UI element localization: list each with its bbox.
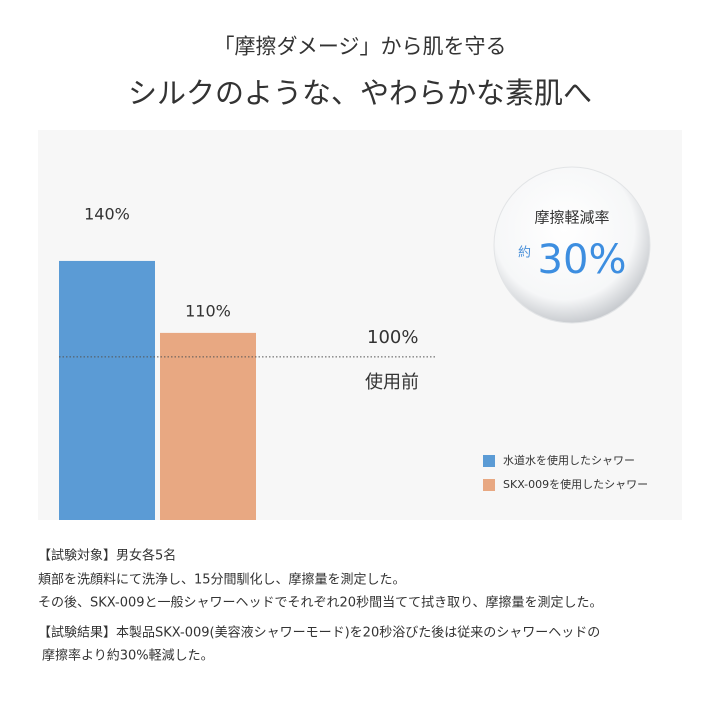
badge-prefix: 約 — [518, 246, 531, 261]
note-line: 【試験結果】本製品SKX-009(美容液シャワーモード)を20秒浴びた後は従来の… — [38, 625, 600, 641]
badge-title: 摩擦軽減率 — [534, 209, 609, 227]
legend-swatch — [483, 455, 495, 467]
reference-label: 100% — [367, 327, 418, 348]
legend-label: SKX-009を使用したシャワー — [503, 478, 648, 491]
note-line: その後、SKX-009と一般シャワーヘッドでそれぞれ20秒間当てて拭き取り、摩擦… — [38, 595, 603, 611]
note-line: 【試験対象】男女各5名 — [38, 548, 176, 564]
bar — [160, 332, 256, 520]
legend-label: 水道水を使用したシャワー — [503, 453, 635, 467]
bar — [59, 260, 155, 520]
reference-note: 使用前 — [365, 372, 419, 393]
value-label: 140% — [84, 204, 130, 223]
legend-swatch — [483, 479, 495, 491]
subtitle: 「摩擦ダメージ」から肌を守る — [214, 35, 507, 59]
badge-value: 30% — [538, 237, 627, 283]
note-line: 頬部を洗顔料にて洗浄し、15分間馴化し、摩擦量を測定した。 — [38, 572, 406, 588]
title: シルクのような、やわらかな素肌へ — [128, 76, 592, 110]
badge — [493, 166, 651, 324]
value-label: 110% — [185, 301, 231, 320]
note-line: 摩擦率より約30%軽減した。 — [42, 648, 214, 664]
